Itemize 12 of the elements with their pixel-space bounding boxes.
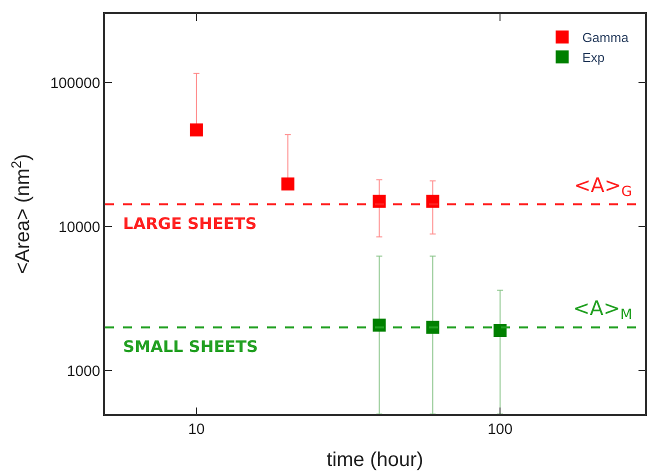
- y-tick-label: 10000: [58, 218, 100, 236]
- legend-label: Exp: [582, 50, 605, 65]
- legend-label: Gamma: [582, 30, 630, 46]
- ref-line-label: <A>$_{M}$: [573, 296, 632, 324]
- annotation: LARGE SHEETS: [123, 214, 257, 233]
- ref-line-label: <A>$_{G}$: [574, 173, 632, 200]
- x-axis-title: time (hour): [326, 448, 424, 471]
- x-tick-label: 10: [188, 420, 205, 438]
- y-tick-label: 1000: [66, 362, 100, 380]
- annotation: SMALL SHEETS: [123, 337, 258, 356]
- y-tick-label: 100000: [50, 74, 100, 92]
- x-tick-label: 100: [488, 420, 513, 438]
